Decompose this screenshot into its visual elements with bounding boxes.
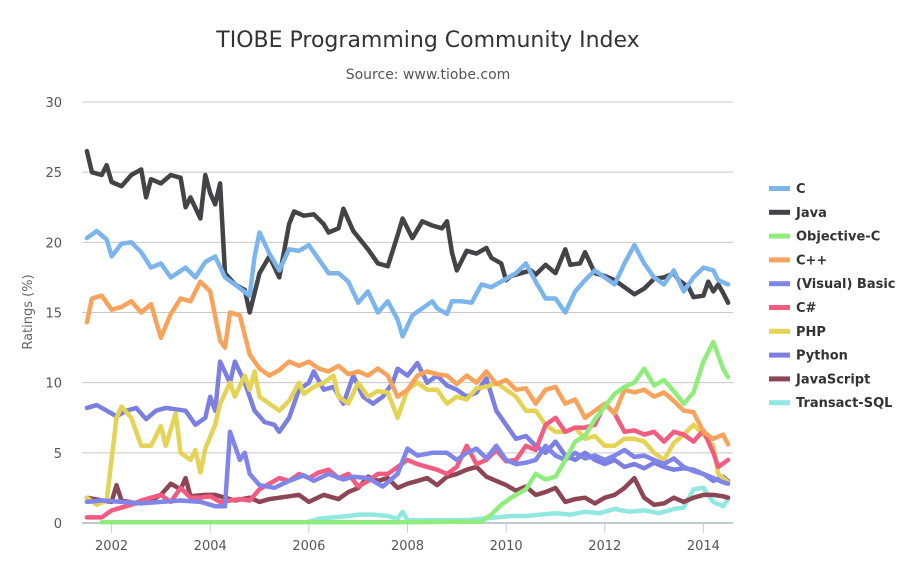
legend-label: PHP (796, 325, 826, 340)
y-tick-label: 25 (45, 166, 62, 181)
series-line-java[interactable] (84, 148, 731, 315)
x-tick-label: 2012 (588, 539, 621, 554)
legend-item[interactable]: (Visual) Basic (769, 277, 896, 292)
legend: C Java Objective-C C++ (Visual) Basic C# PHP Py… (769, 182, 896, 411)
legend-label: (Visual) Basic (796, 277, 896, 292)
series-line-objective-c[interactable] (99, 339, 731, 525)
legend-item[interactable]: Java (769, 206, 827, 221)
legend-label: Python (796, 349, 848, 364)
legend-swatch (769, 233, 790, 239)
x-tick-label: 2008 (391, 539, 424, 554)
legend-swatch (769, 186, 790, 191)
legend-item[interactable]: Transact-SQL (769, 396, 892, 411)
series-line-c[interactable] (84, 401, 731, 520)
legend-label: C (796, 182, 806, 197)
legend-swatch (769, 376, 790, 382)
series-lines (84, 148, 731, 525)
legend-swatch (769, 281, 790, 287)
y-tick-label: 30 (45, 96, 62, 111)
x-axis-ticks: 2002 2004 2006 2008 2010 2012 2014 (95, 523, 720, 554)
legend-label: JavaScript (795, 372, 870, 387)
y-tick-label: 5 (54, 447, 62, 462)
legend-label: Java (795, 206, 827, 221)
y-axis-ticks: 0 5 10 15 20 25 30 (45, 96, 62, 532)
legend-swatch (769, 328, 790, 334)
legend-swatch (769, 400, 790, 406)
chart-title: TIOBE Programming Community Index (215, 28, 639, 53)
legend-item[interactable]: PHP (769, 325, 826, 340)
series-line-c[interactable] (84, 228, 731, 339)
chart-subtitle: Source: www.tiobe.com (346, 67, 511, 83)
legend-swatch (769, 305, 790, 310)
legend-label: Objective-C (796, 230, 880, 245)
series-line-c[interactable] (84, 279, 731, 447)
x-tick-label: 2002 (95, 539, 128, 554)
legend-item[interactable]: Objective-C (769, 230, 880, 245)
y-tick-label: 0 (54, 517, 62, 532)
series-line-python[interactable] (84, 359, 731, 484)
x-tick-label: 2014 (687, 539, 720, 554)
legend-item[interactable]: C (769, 182, 806, 197)
series-line-transact-sql[interactable] (306, 485, 731, 524)
series-line-visual-basic[interactable] (84, 429, 731, 509)
legend-swatch (769, 352, 790, 358)
legend-item[interactable]: C# (769, 301, 817, 316)
legend-item[interactable]: Python (769, 349, 848, 364)
legend-label: Transact-SQL (796, 396, 892, 411)
legend-label: C++ (796, 253, 827, 268)
x-tick-label: 2004 (194, 539, 227, 554)
legend-swatch (769, 209, 790, 215)
legend-item[interactable]: JavaScript (769, 372, 870, 387)
y-tick-label: 15 (45, 307, 62, 322)
y-tick-label: 20 (45, 236, 62, 251)
x-tick-label: 2006 (292, 539, 325, 554)
legend-item[interactable]: C++ (769, 253, 827, 268)
series-line-php[interactable] (84, 369, 731, 508)
y-tick-label: 10 (45, 377, 62, 392)
x-tick-label: 2010 (490, 539, 523, 554)
legend-label: C# (796, 301, 817, 316)
series-line-javascript[interactable] (84, 464, 731, 508)
legend-swatch (769, 257, 790, 263)
y-axis-label: Ratings (%) (21, 274, 36, 349)
